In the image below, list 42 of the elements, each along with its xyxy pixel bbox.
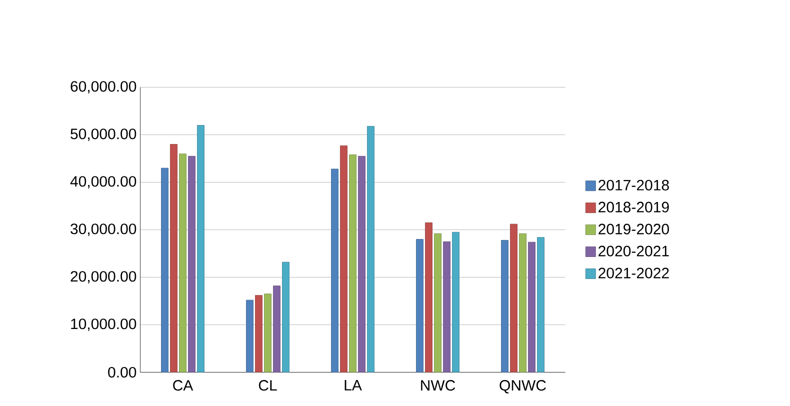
legend-label: 2017-2018 [598,180,669,190]
bar [501,240,508,372]
bar [425,222,432,372]
bar [246,300,254,372]
y-tick-label: 40,000.00 [70,176,136,188]
bar [537,237,544,372]
bar [434,233,442,372]
y-tick-label: 60,000.00 [70,81,136,94]
bar [188,156,196,372]
bar [331,168,338,372]
bar [255,295,262,372]
bar [349,154,356,372]
x-tick-label: NWC [421,380,456,391]
x-tick-label: CA [173,380,194,391]
legend-label: 2021-2022 [598,268,669,278]
bar [273,286,280,372]
x-tick-label: CL [258,380,277,391]
y-tick-label: 50,000.00 [70,128,136,141]
bar [367,126,374,372]
bar [197,125,204,372]
legend-label: 2019-2020 [598,224,669,234]
bar [510,224,518,372]
bar [340,145,348,372]
bar [416,239,424,372]
bar [452,232,460,372]
y-tick-label: 10,000.00 [71,318,136,331]
bar [528,242,536,372]
legend-label: 2020-2021 [598,246,669,256]
y-tick-label: 30,000.00 [70,224,136,236]
y-tick-label: 20,000.00 [70,271,136,284]
bar [170,144,178,372]
bar [282,262,290,372]
bar [443,241,450,372]
bar [519,233,526,372]
bar [358,156,366,372]
bar [179,154,186,372]
bar [264,294,272,372]
x-tick-label: LA [344,380,362,390]
x-tick-label: QNWC [500,380,546,394]
bar [161,168,168,372]
y-tick-label: 0.00 [108,366,136,378]
legend-label: 2018-2019 [598,202,669,212]
